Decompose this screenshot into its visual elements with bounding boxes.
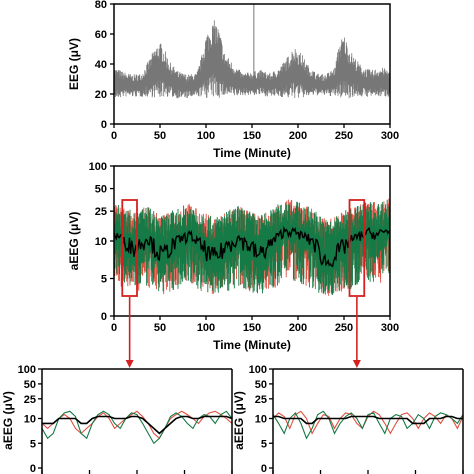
zoom-right-ylabel: aEEG (μV) — [232, 391, 246, 450]
eeg-xtick-label: 100 — [197, 130, 215, 142]
aeeg-highlight-box — [348, 199, 366, 297]
zoom-right-ytick-label: 10 — [255, 414, 267, 426]
zoom-right-ytick-label: 100 — [249, 364, 267, 376]
eeg-xtick-label: 300 — [381, 130, 399, 142]
eeg-ytick-label: 20 — [95, 89, 107, 101]
eeg-xtick-label: 250 — [335, 130, 353, 142]
zoom-left-ytick-label: 0 — [30, 463, 36, 474]
zoom-right-ytick-label: 50 — [255, 379, 267, 391]
aeeg-xtick-label: 200 — [289, 322, 307, 334]
aeeg-xlabel: Time (Minute) — [213, 338, 291, 352]
zoom-left-frame — [41, 368, 233, 474]
aeeg-xtick-label: 250 — [335, 322, 353, 334]
zoom-left-ytick-label: 100 — [18, 364, 36, 376]
eeg-xtick-label: 50 — [154, 130, 166, 142]
zoom-right-frame — [272, 368, 464, 474]
eeg-xtick-label: 150 — [243, 130, 261, 142]
eeg-trace — [113, 20, 391, 100]
zoom-left-trace — [42, 415, 233, 435]
aeeg-xtick-label: 50 — [154, 322, 166, 334]
aeeg-ytick-label: 10 — [95, 236, 107, 248]
eeg-ytick-label: 60 — [95, 29, 107, 41]
zoom-right-ytick-label: 5 — [261, 438, 267, 450]
zoom-right-ytick-label: 25 — [255, 394, 267, 406]
zoom-left-ytick-label: 10 — [24, 414, 36, 426]
aeeg-xtick-label: 0 — [111, 322, 117, 334]
aeeg-ytick-label: 50 — [95, 184, 107, 196]
eeg-xlabel: Time (Minute) — [213, 146, 291, 160]
eeg-ylabel: EEG (μV) — [67, 38, 81, 90]
aeeg-black-trace — [113, 225, 391, 268]
eeg-xtick-label: 0 — [111, 130, 117, 142]
zoom-left-ytick-label: 5 — [30, 438, 36, 450]
zoom-arrowhead — [352, 360, 361, 368]
aeeg-ytick-label: 25 — [95, 206, 107, 218]
aeeg-ytick-label: 0 — [101, 311, 107, 323]
zoom-left-ytick-label: 50 — [24, 379, 36, 391]
zoom-right-trace — [272, 410, 464, 440]
eeg-xtick-label: 200 — [289, 130, 307, 142]
aeeg-ytick-label: 5 — [101, 274, 107, 286]
zoom-left-ytick-label: 25 — [24, 394, 36, 406]
zoom-left-ylabel: aEEG (μV) — [1, 391, 15, 450]
zoom-right-trace — [273, 415, 463, 425]
zoom-left-trace — [41, 410, 233, 440]
zoom-right-ytick-label: 0 — [261, 463, 267, 474]
aeeg-xtick-label: 150 — [243, 322, 261, 334]
aeeg-xtick-label: 100 — [197, 322, 215, 334]
aeeg-highlight-box — [121, 199, 138, 297]
eeg-ytick-label: 40 — [95, 59, 107, 71]
aeeg-ytick-label: 100 — [89, 161, 107, 173]
zoom-arrowhead — [125, 360, 134, 368]
eeg-ytick-label: 0 — [101, 119, 107, 131]
eeg-ytick-label: 80 — [95, 0, 107, 11]
aeeg-xtick-label: 300 — [381, 322, 399, 334]
aeeg-ylabel: aEEG (μV) — [67, 212, 81, 271]
